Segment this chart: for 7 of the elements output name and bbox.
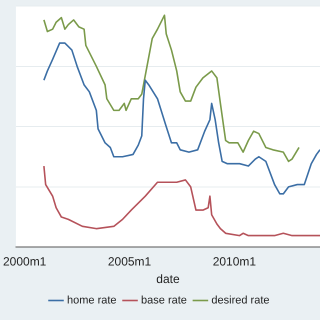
legend-label: desired rate (211, 294, 270, 307)
x-tick-label: 2000m1 (2, 254, 47, 269)
x-tick-label: 2010m1 (212, 254, 256, 269)
legend-label: base rate (141, 294, 187, 307)
legend-label: home rate (67, 294, 117, 307)
x-axis-title: date (156, 272, 180, 286)
x-tick-label: 2005m1 (108, 254, 152, 269)
